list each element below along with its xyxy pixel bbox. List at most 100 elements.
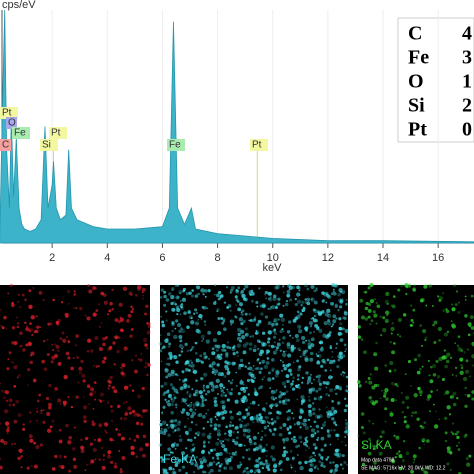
map-dot xyxy=(312,442,317,447)
map-dot xyxy=(28,304,33,309)
map-dot xyxy=(215,378,220,383)
map-label: Fe-KA xyxy=(163,452,197,466)
map-dot xyxy=(332,302,334,305)
map-dot xyxy=(278,400,282,404)
map-dot xyxy=(91,422,96,427)
map-dot xyxy=(195,311,199,315)
map-dot xyxy=(332,359,336,363)
map-dot xyxy=(188,362,192,367)
map-dot xyxy=(334,448,339,453)
map-dot xyxy=(264,433,267,437)
map-dot xyxy=(381,430,385,434)
map-dot xyxy=(286,427,290,430)
map-dot xyxy=(329,346,333,350)
map-dot xyxy=(194,432,198,435)
map-dot xyxy=(129,411,133,415)
marker-box xyxy=(12,127,30,139)
map-dot xyxy=(271,377,275,380)
map-dot xyxy=(139,358,143,362)
map-dot xyxy=(51,419,55,423)
map-dot xyxy=(287,362,292,367)
map-dot xyxy=(395,435,400,440)
map-dot xyxy=(253,471,256,474)
map-dot xyxy=(65,423,69,428)
map-dot xyxy=(402,439,406,443)
map-dot xyxy=(184,342,188,346)
map-dot xyxy=(223,391,225,394)
map-dot xyxy=(218,464,222,468)
map-dot xyxy=(318,341,322,345)
map-dot xyxy=(226,388,229,391)
map-dot xyxy=(312,412,316,415)
map-dot xyxy=(160,360,163,363)
map-dot xyxy=(469,375,471,378)
map-dot xyxy=(158,443,162,447)
map-dot xyxy=(39,443,43,447)
map-dot xyxy=(209,363,214,368)
map-dot xyxy=(240,334,246,340)
map-dot xyxy=(364,290,368,294)
map-dot xyxy=(175,319,179,323)
map-dot xyxy=(286,289,291,294)
map-dot xyxy=(185,455,189,458)
map-dot xyxy=(375,322,378,325)
map-dot xyxy=(25,343,29,347)
map-dot xyxy=(104,429,107,433)
map-dot xyxy=(261,359,266,364)
map-dot xyxy=(339,300,343,304)
map-dot xyxy=(208,432,212,435)
map-dot xyxy=(75,334,79,338)
map-dot xyxy=(130,305,133,309)
marker-box xyxy=(0,139,11,151)
map-dot xyxy=(130,328,134,331)
legend-value: 2 xyxy=(462,95,472,117)
map-dot xyxy=(73,426,76,429)
map-dot xyxy=(338,317,342,321)
map-dot xyxy=(123,416,128,421)
map-dot xyxy=(376,383,380,387)
map-dot xyxy=(62,400,67,405)
map-dot xyxy=(135,294,138,297)
map-dot xyxy=(169,383,174,387)
map-dot xyxy=(243,287,246,291)
map-dot xyxy=(391,304,396,309)
map-dot xyxy=(166,423,169,427)
map-dot xyxy=(146,330,151,335)
map-dot xyxy=(315,313,317,316)
map-dot xyxy=(228,424,232,428)
map-dot xyxy=(160,315,163,318)
map-dot xyxy=(334,303,338,307)
map-dot xyxy=(181,411,184,414)
map-dot xyxy=(101,447,104,450)
map-dot xyxy=(207,357,211,361)
map-dot xyxy=(67,396,70,399)
map-dot xyxy=(323,321,328,326)
map-dot xyxy=(464,295,467,298)
map-dot xyxy=(307,418,311,422)
map-dot xyxy=(462,376,468,382)
map-dot xyxy=(178,289,183,294)
map-dot xyxy=(412,454,417,459)
map-dot xyxy=(179,344,182,347)
map-dot xyxy=(460,363,464,368)
map-dot xyxy=(174,429,177,432)
map-dot xyxy=(334,463,339,469)
map-dot xyxy=(302,422,307,427)
map-dot xyxy=(240,312,244,316)
map-dot xyxy=(108,345,113,350)
map-dot xyxy=(48,406,52,410)
map-dot xyxy=(449,468,452,471)
map-dot xyxy=(196,431,201,436)
map-dot xyxy=(239,443,243,447)
map-dot xyxy=(171,470,176,474)
map-dot xyxy=(253,376,257,380)
map-dot xyxy=(210,381,214,386)
map-dot xyxy=(262,463,266,466)
map-dot xyxy=(121,455,126,461)
map-dot xyxy=(169,357,173,360)
map-dot xyxy=(344,350,347,353)
map-dot xyxy=(444,416,448,420)
map-dot xyxy=(341,327,345,331)
map-dot xyxy=(32,287,35,289)
map-dot xyxy=(160,427,163,430)
